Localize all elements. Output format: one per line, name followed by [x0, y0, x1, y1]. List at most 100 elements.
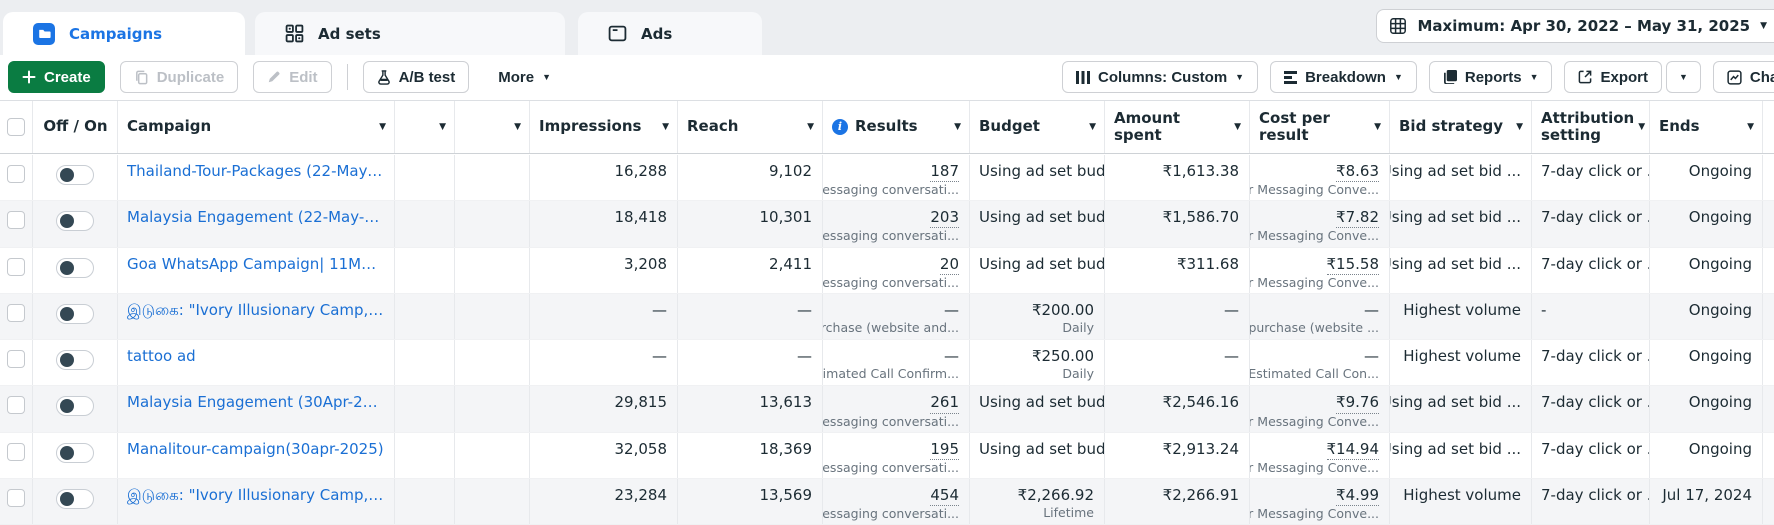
budget-cell: Using ad set bud...	[970, 155, 1105, 201]
header-cost-per-result[interactable]: Cost per result ▼	[1250, 101, 1390, 153]
impressions-cell: 29,815	[530, 386, 678, 432]
more-button[interactable]: More ▼	[484, 61, 566, 93]
breakdown-button[interactable]: Breakdown ▼	[1270, 61, 1417, 93]
campaign-off-on-toggle[interactable]	[55, 211, 94, 232]
campaign-off-on-toggle[interactable]	[55, 396, 94, 417]
impressions-value: 29,815	[614, 393, 668, 412]
budget-type-label: Daily	[1062, 366, 1094, 382]
row-checkbox[interactable]	[7, 396, 25, 415]
tab-ad-sets[interactable]: Ad sets	[255, 12, 565, 55]
row-checkbox-cell	[0, 479, 33, 525]
cut-cell	[1763, 155, 1774, 200]
results-type-label: Purchase (website and...	[823, 320, 959, 336]
campaign-link[interactable]: இடுகை: "Ivory Illusionary Camp, Goa-இல் …	[127, 486, 385, 505]
header-campaign[interactable]: Campaign ▼	[118, 101, 395, 153]
duplicate-button[interactable]: Duplicate	[119, 61, 239, 93]
campaign-cell: Malaysia Engagement (22-May-2025)	[118, 201, 395, 247]
campaign-link[interactable]: tattoo ad	[127, 347, 196, 366]
campaign-off-on-toggle[interactable]	[55, 257, 94, 278]
header-bid-strategy[interactable]: Bid strategy ▼	[1390, 101, 1532, 153]
reports-button[interactable]: Reports ▼	[1428, 61, 1553, 93]
results-value: 187	[930, 162, 959, 183]
reach-value: 9,102	[769, 162, 812, 180]
campaign-link[interactable]: Malaysia Engagement (30Apr-2025)	[127, 393, 385, 412]
ends-value: Ongoing	[1688, 208, 1752, 227]
campaign-off-on-toggle[interactable]	[55, 303, 94, 324]
truncated-cell-1	[395, 386, 455, 432]
impressions-cell: 18,418	[530, 201, 678, 247]
row-checkbox[interactable]	[7, 442, 25, 461]
campaigns-folder-icon	[33, 22, 55, 45]
action-toolbar: Create Duplicate Edit A/B test More ▼	[0, 55, 1774, 100]
row-toggle-cell	[33, 247, 118, 293]
header-attribution-setting[interactable]: Attribution setting ▼	[1532, 101, 1650, 153]
campaign-link[interactable]: Goa WhatsApp Campaign| 11May2025	[127, 254, 385, 273]
bid-strategy-cell: Using ad set bid ...	[1390, 155, 1532, 201]
select-all-checkbox[interactable]	[7, 118, 25, 136]
cost-per-result-value: ₹14.94	[1326, 440, 1379, 460]
date-range-button[interactable]: Maximum: Apr 30, 2022 – May 31, 2025 ▼	[1376, 9, 1774, 43]
cost-per-result-value: ₹8.63	[1336, 162, 1379, 183]
sort-caret-icon: ▼	[514, 121, 521, 132]
attribution-value: 7-day click or ...	[1541, 254, 1650, 273]
amount-spent-value: —	[1224, 300, 1239, 319]
campaign-off-on-toggle[interactable]	[55, 350, 94, 371]
ad-sets-grid-icon	[285, 24, 304, 43]
header-amount-spent[interactable]: Amount spent ▼	[1105, 101, 1250, 153]
reach-value: 10,301	[759, 208, 813, 227]
impressions-value: —	[652, 300, 667, 319]
cost-per-result-value: —	[1364, 347, 1379, 366]
truncated-cell-1	[395, 340, 455, 386]
campaign-link[interactable]: Thailand-Tour-Packages (22-May-2025)	[127, 162, 385, 180]
results-value: —	[944, 347, 959, 366]
budget-cell: Using ad set bud...	[970, 201, 1105, 247]
header-results[interactable]: i Results ▼	[823, 101, 970, 153]
row-checkbox[interactable]	[7, 350, 25, 369]
sort-caret-icon: ▼	[1234, 121, 1241, 132]
header-truncated-1[interactable]: ▼	[395, 101, 455, 153]
header-truncated-2[interactable]: ▼	[455, 101, 530, 153]
row-checkbox[interactable]	[7, 165, 25, 183]
impressions-cell: 3,208	[530, 247, 678, 293]
header-reach[interactable]: Reach ▼	[678, 101, 823, 153]
export-button[interactable]: Export	[1564, 61, 1662, 93]
cost-per-result-value: ₹7.82	[1336, 208, 1379, 229]
campaign-link[interactable]: Malaysia Engagement (22-May-2025)	[127, 208, 385, 227]
reach-value: 13,569	[759, 486, 813, 505]
campaign-link[interactable]: இடுகை: "Ivory Illusionary Camp, Goa-இல் …	[127, 300, 385, 319]
create-button[interactable]: Create	[8, 61, 105, 93]
campaign-link[interactable]: Manalitour-campaign(30apr-2025)	[127, 439, 384, 458]
results-type-label: Messaging conversati...	[823, 274, 959, 290]
amount-spent-cell: —	[1105, 293, 1250, 340]
date-range-label: Maximum: Apr 30, 2022 – May 31, 2025	[1417, 17, 1751, 35]
header-ends[interactable]: Ends ▼	[1650, 101, 1763, 153]
campaign-off-on-toggle[interactable]	[55, 489, 94, 510]
cost-per-result-cell: ₹15.58Per Messaging Conve...	[1250, 247, 1390, 293]
ends-cell: Jul 17, 2024	[1650, 479, 1763, 525]
reach-cell: 13,613	[678, 386, 823, 432]
row-toggle-cell	[33, 155, 118, 201]
campaign-off-on-toggle[interactable]	[55, 442, 94, 463]
edit-button[interactable]: Edit	[253, 61, 332, 93]
row-checkbox[interactable]	[7, 211, 25, 230]
columns-button[interactable]: Columns: Custom ▼	[1062, 61, 1259, 93]
campaign-cell: Malaysia Engagement (30Apr-2025)	[118, 386, 395, 432]
charts-button[interactable]: Charts	[1712, 61, 1774, 93]
table-row: tattoo ad — — —Estimated Call Confirm...…	[0, 340, 1774, 387]
row-checkbox[interactable]	[7, 303, 25, 322]
attribution-cell: 7-day click or ...	[1532, 479, 1650, 525]
budget-cell: Using ad set bud...	[970, 247, 1105, 293]
header-impressions[interactable]: Impressions ▼	[530, 101, 678, 153]
row-checkbox[interactable]	[7, 257, 25, 276]
tab-campaigns[interactable]: Campaigns	[3, 12, 245, 55]
header-budget[interactable]: Budget ▼	[970, 101, 1105, 153]
cost-per-result-value: ₹9.76	[1336, 393, 1379, 414]
export-options-button[interactable]: ▼	[1666, 61, 1701, 93]
cost-per-result-type-label: Per Messaging Conve...	[1250, 228, 1379, 244]
chevron-down-icon: ▼	[1679, 71, 1688, 82]
row-checkbox[interactable]	[7, 489, 25, 508]
campaign-off-on-toggle[interactable]	[55, 165, 94, 185]
ab-test-button[interactable]: A/B test	[362, 61, 470, 93]
tab-ads[interactable]: Ads	[578, 12, 762, 55]
sort-caret-icon: ▼	[1516, 121, 1523, 132]
